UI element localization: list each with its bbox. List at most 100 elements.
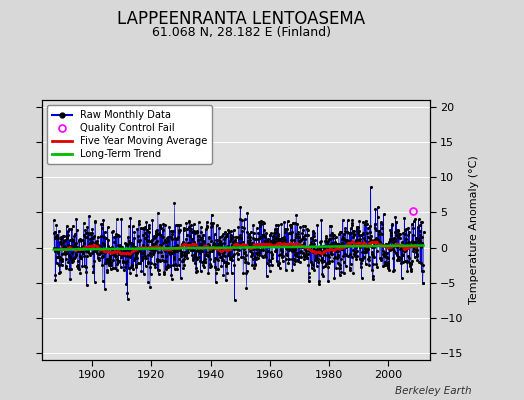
Point	[180, 256, 189, 262]
Point	[354, 232, 363, 238]
Point	[165, 249, 173, 256]
Point	[136, 245, 144, 252]
Point	[203, 252, 212, 258]
Point	[54, 254, 63, 260]
Point	[207, 238, 215, 244]
Point	[151, 263, 159, 270]
Point	[396, 230, 404, 237]
Point	[355, 235, 364, 242]
Point	[67, 226, 75, 232]
Point	[85, 241, 94, 247]
Point	[383, 250, 391, 256]
Point	[138, 249, 146, 256]
Point	[348, 217, 356, 224]
Point	[83, 282, 91, 289]
Point	[97, 221, 105, 228]
Point	[356, 232, 365, 238]
Point	[104, 224, 112, 230]
Point	[174, 227, 183, 234]
Point	[329, 245, 337, 251]
Point	[231, 297, 239, 304]
Point	[60, 250, 69, 256]
Point	[206, 263, 215, 270]
Point	[408, 238, 417, 245]
Point	[238, 217, 246, 223]
Point	[271, 234, 279, 241]
Point	[214, 256, 223, 263]
Point	[99, 278, 107, 284]
Point	[96, 243, 104, 249]
Point	[416, 238, 424, 244]
Point	[236, 240, 244, 246]
Point	[179, 224, 188, 231]
Point	[324, 236, 333, 242]
Point	[250, 260, 259, 267]
Point	[244, 243, 252, 250]
Point	[265, 241, 273, 247]
Point	[116, 244, 124, 251]
Point	[343, 229, 352, 236]
Point	[292, 231, 301, 238]
Point	[328, 240, 336, 246]
Point	[83, 247, 92, 254]
Point	[130, 247, 138, 254]
Point	[390, 235, 398, 241]
Point	[61, 251, 69, 257]
Point	[190, 228, 198, 234]
Point	[110, 234, 118, 240]
Point	[358, 257, 366, 264]
Point	[325, 242, 334, 248]
Point	[315, 278, 323, 284]
Point	[110, 246, 118, 252]
Point	[293, 250, 301, 256]
Point	[252, 236, 260, 242]
Point	[162, 258, 171, 264]
Point	[102, 245, 110, 252]
Point	[407, 266, 416, 273]
Point	[211, 255, 220, 261]
Point	[372, 236, 380, 242]
Point	[150, 261, 159, 267]
Point	[56, 254, 64, 260]
Point	[127, 264, 136, 270]
Point	[231, 237, 239, 243]
Point	[359, 240, 368, 247]
Point	[342, 263, 350, 269]
Point	[312, 249, 320, 256]
Point	[155, 270, 163, 277]
Point	[242, 284, 250, 291]
Point	[299, 253, 308, 259]
Point	[234, 224, 243, 230]
Point	[343, 236, 351, 243]
Point	[309, 262, 317, 269]
Point	[180, 262, 189, 268]
Point	[249, 230, 258, 236]
Point	[246, 237, 255, 243]
Point	[103, 267, 111, 273]
Point	[391, 236, 399, 242]
Point	[101, 286, 109, 292]
Point	[334, 254, 343, 260]
Point	[235, 240, 244, 247]
Point	[116, 249, 125, 256]
Point	[339, 253, 347, 260]
Point	[416, 222, 424, 228]
Point	[270, 238, 278, 245]
Point	[119, 246, 128, 253]
Point	[101, 228, 109, 235]
Point	[74, 248, 83, 254]
Point	[271, 248, 280, 254]
Point	[246, 240, 254, 246]
Point	[262, 249, 270, 256]
Point	[366, 234, 375, 241]
Point	[396, 243, 405, 249]
Point	[82, 230, 90, 236]
Point	[242, 252, 250, 258]
Point	[255, 219, 264, 226]
Point	[249, 243, 258, 250]
Point	[217, 244, 226, 250]
Point	[63, 233, 71, 240]
Point	[115, 251, 123, 257]
Point	[180, 227, 188, 234]
Point	[383, 242, 391, 249]
